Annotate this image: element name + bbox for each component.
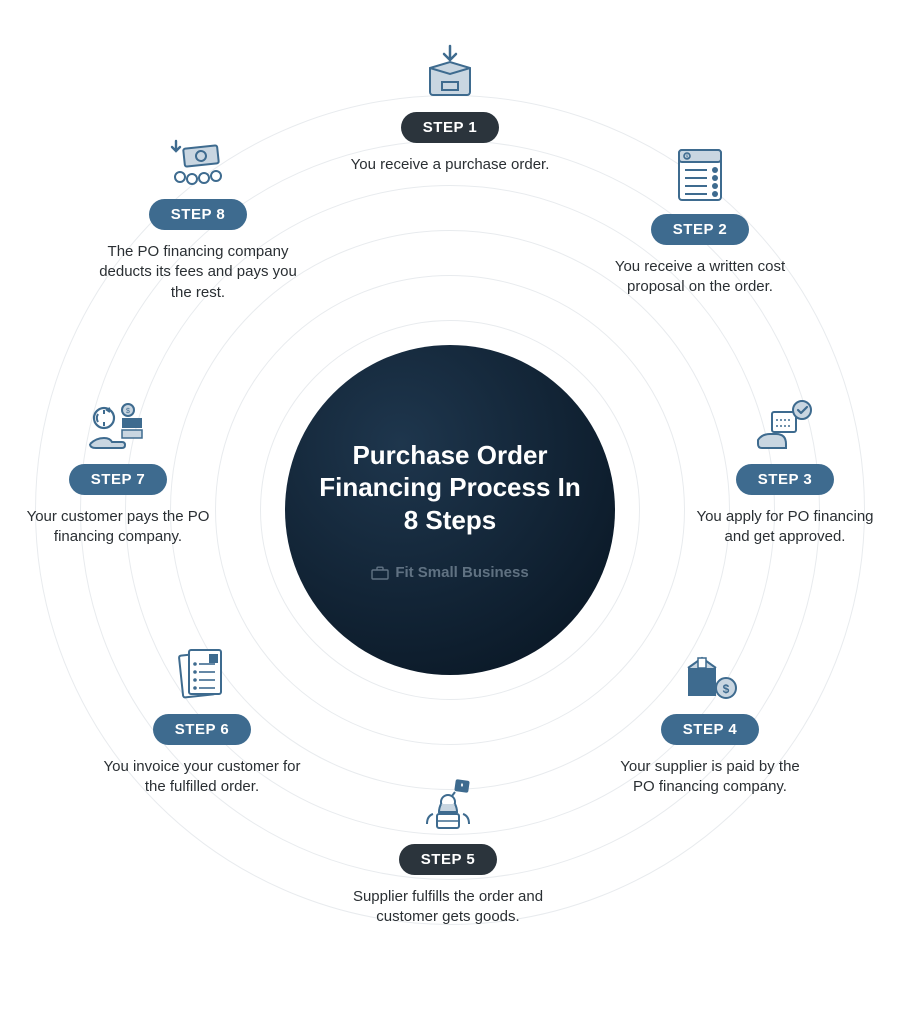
step-4: $ STEP 4 Your supplier is paid by the PO… xyxy=(600,640,820,798)
step-6-badge: STEP 6 xyxy=(153,714,251,745)
proposal-icon: $ xyxy=(675,140,725,204)
step-1-desc: You receive a purchase order. xyxy=(351,155,550,175)
step-3-badge: STEP 3 xyxy=(736,464,834,495)
step-2: $ STEP 2 You receive a written cost prop… xyxy=(590,140,810,298)
step-7-badge: STEP 7 xyxy=(69,464,167,495)
approved-icon xyxy=(754,390,816,454)
step-7-desc: Your customer pays the PO financing comp… xyxy=(18,507,218,548)
svg-text:$: $ xyxy=(686,155,689,161)
step-8-desc: The PO financing company deducts its fee… xyxy=(98,242,298,303)
invoice-icon xyxy=(175,640,229,704)
step-4-desc: Your supplier is paid by the PO financin… xyxy=(610,757,810,798)
step-7: $ STEP 7 Your customer pays the PO finan… xyxy=(8,390,228,548)
brand: Fit Small Business xyxy=(371,564,528,581)
brand-text: Fit Small Business xyxy=(395,564,528,581)
briefcase-icon xyxy=(371,566,389,580)
payout-icon xyxy=(166,125,230,189)
step-6-desc: You invoice your customer for the fulfil… xyxy=(102,757,302,798)
step-8-badge: STEP 8 xyxy=(149,199,247,230)
step-5: STEP 5 Supplier fulfills the order and c… xyxy=(338,770,558,928)
supplier-paid-icon: $ xyxy=(680,640,740,704)
step-8: STEP 8 The PO financing company deducts … xyxy=(88,125,308,303)
center-title: Purchase Order Financing Process In 8 St… xyxy=(315,439,585,537)
fulfilled-icon xyxy=(419,770,477,834)
customer-pays-icon: $ xyxy=(86,390,150,454)
step-3-desc: You apply for PO financing and get appro… xyxy=(685,507,885,548)
step-2-badge: STEP 2 xyxy=(651,214,749,245)
step-5-desc: Supplier fulfills the order and customer… xyxy=(348,887,548,928)
step-3: STEP 3 You apply for PO financing and ge… xyxy=(675,390,895,548)
step-6: STEP 6 You invoice your customer for the… xyxy=(92,640,312,798)
receive-po-icon xyxy=(424,38,476,102)
svg-text:$: $ xyxy=(723,682,730,696)
step-2-desc: You receive a written cost proposal on t… xyxy=(600,257,800,298)
step-1: STEP 1 You receive a purchase order. xyxy=(340,38,560,175)
svg-text:$: $ xyxy=(126,408,130,415)
step-4-badge: STEP 4 xyxy=(661,714,759,745)
step-5-badge: STEP 5 xyxy=(399,844,497,875)
infographic-canvas: Purchase Order Financing Process In 8 St… xyxy=(0,0,900,1016)
step-1-badge: STEP 1 xyxy=(401,112,499,143)
center-circle: Purchase Order Financing Process In 8 St… xyxy=(285,345,615,675)
